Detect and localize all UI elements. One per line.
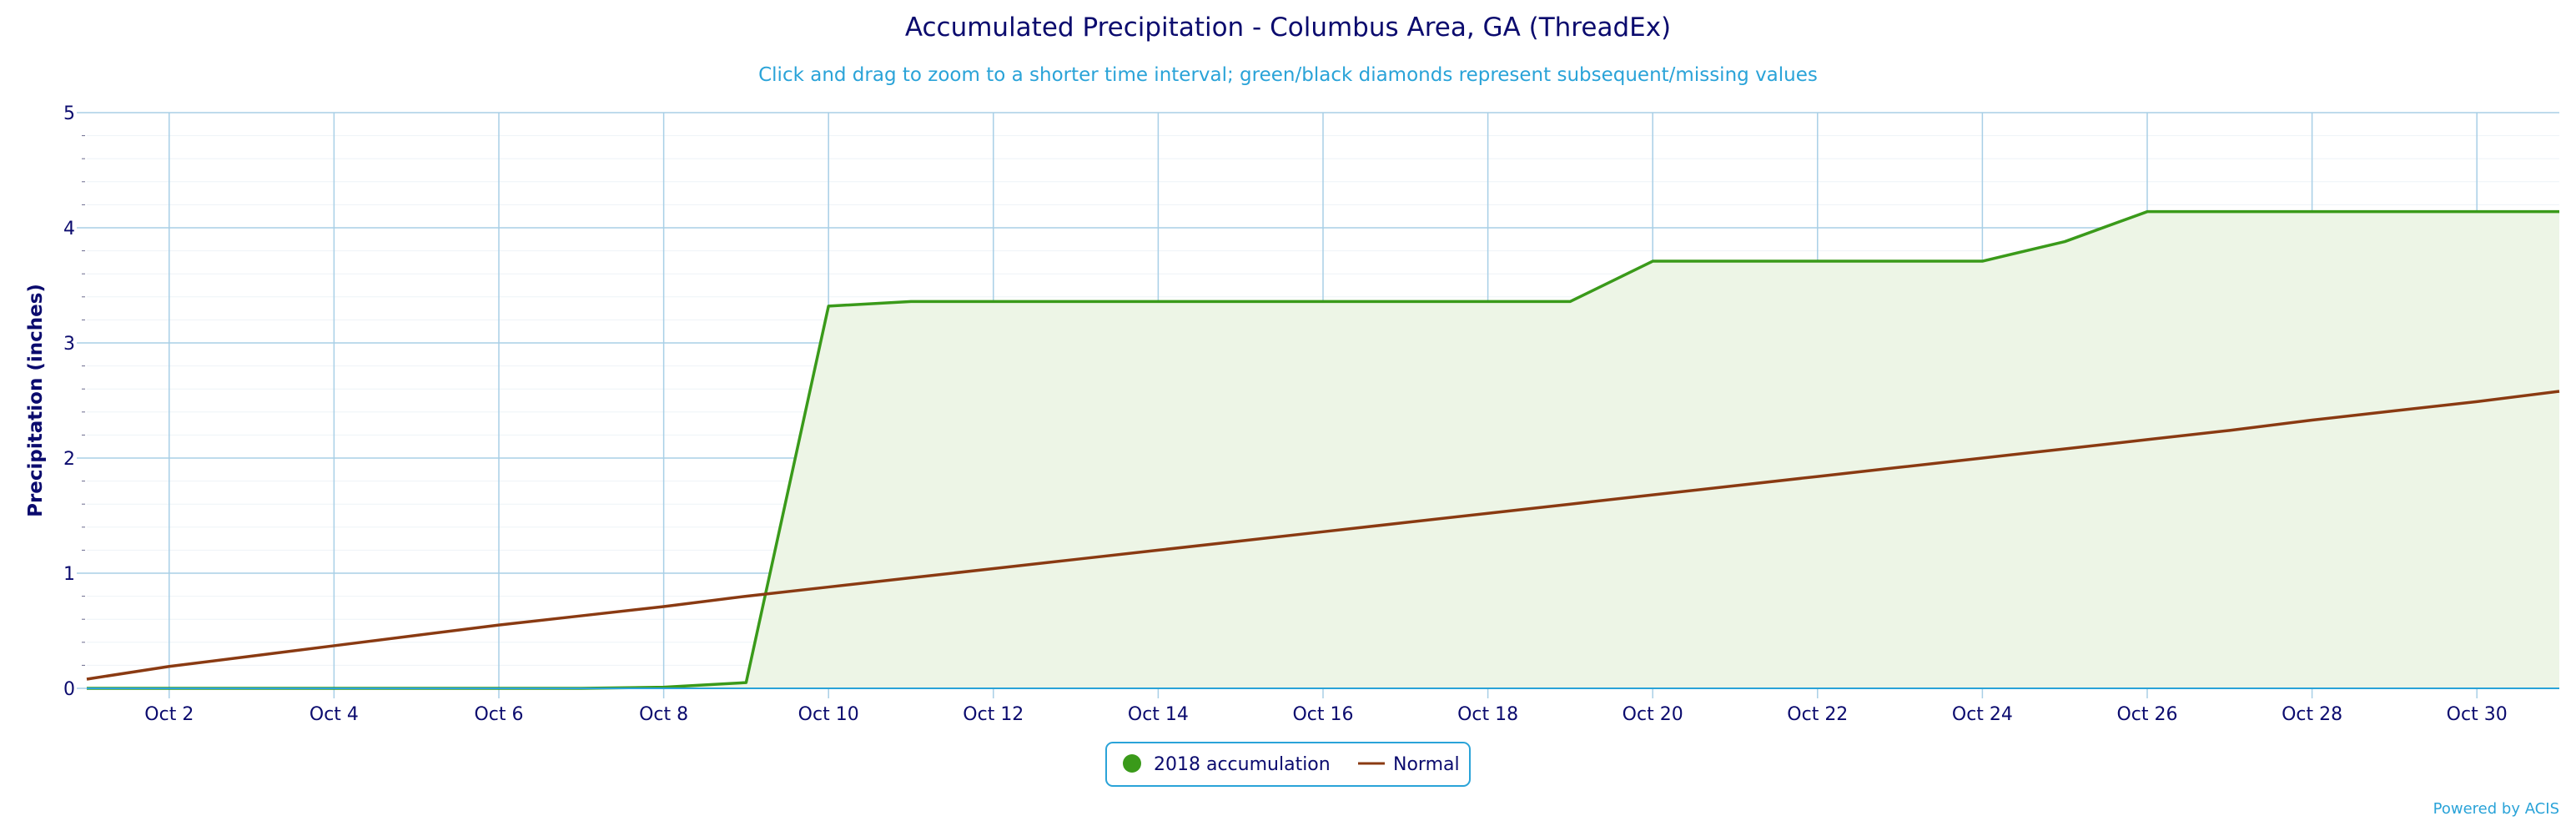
x-tick-label: Oct 6	[474, 704, 523, 725]
x-tick-label: Oct 14	[1128, 704, 1189, 725]
x-tick-label: Oct 26	[2116, 704, 2177, 725]
y-tick-label: 4	[63, 219, 75, 239]
x-tick-label: Oct 10	[798, 704, 859, 725]
x-tick-label: Oct 12	[963, 704, 1024, 725]
axes: 0 1 2 3 4 5 Oct 2 Oct 4 Oct 6 Oct 8 Oct 10 Oct 12 Oc…	[63, 103, 2559, 725]
y-tick-label: 1	[63, 564, 75, 585]
y-tick-label: 5	[63, 103, 75, 124]
area-fill-2018-accumulation	[87, 211, 2559, 688]
x-tick-label: Oct 30	[2447, 704, 2508, 725]
legend-label-2018-accumulation: 2018 accumulation	[1154, 754, 1331, 775]
chart-subtitle: Click and drag to zoom to a shorter time…	[758, 64, 1818, 86]
legend[interactable]: 2018 accumulation Normal	[1105, 742, 1471, 787]
credits-link[interactable]: Powered by ACIS	[2433, 800, 2559, 818]
x-tick-label: Oct 22	[1787, 704, 1848, 725]
legend-box	[1105, 742, 1471, 787]
legend-item-2018-accumulation[interactable]: 2018 accumulation	[1123, 754, 1331, 775]
x-tick-label: Oct 4	[309, 704, 359, 725]
legend-item-normal[interactable]: Normal	[1358, 754, 1460, 775]
series-line-normal[interactable]	[86, 390, 2560, 681]
x-tick-label: Oct 24	[1952, 704, 2013, 725]
x-tick-label: Oct 18	[1457, 704, 1518, 725]
x-tick-label: Oct 16	[1292, 704, 1353, 725]
x-tick-label: Oct 8	[639, 704, 688, 725]
legend-label-normal: Normal	[1393, 754, 1460, 775]
chart-title: Accumulated Precipitation - Columbus Are…	[905, 13, 1671, 43]
x-tick-label: Oct 28	[2282, 704, 2342, 725]
plot-area-layer	[87, 211, 2559, 688]
x-tick-label: Oct 2	[144, 704, 194, 725]
y-axis-title: Precipitation (inches)	[25, 284, 47, 517]
x-tick-label: Oct 20	[1623, 704, 1683, 725]
y-tick-label: 2	[63, 449, 75, 470]
y-tick-label: 0	[63, 679, 75, 700]
legend-marker-2018-accumulation	[1123, 754, 1141, 773]
y-tick-label: 3	[63, 334, 75, 355]
